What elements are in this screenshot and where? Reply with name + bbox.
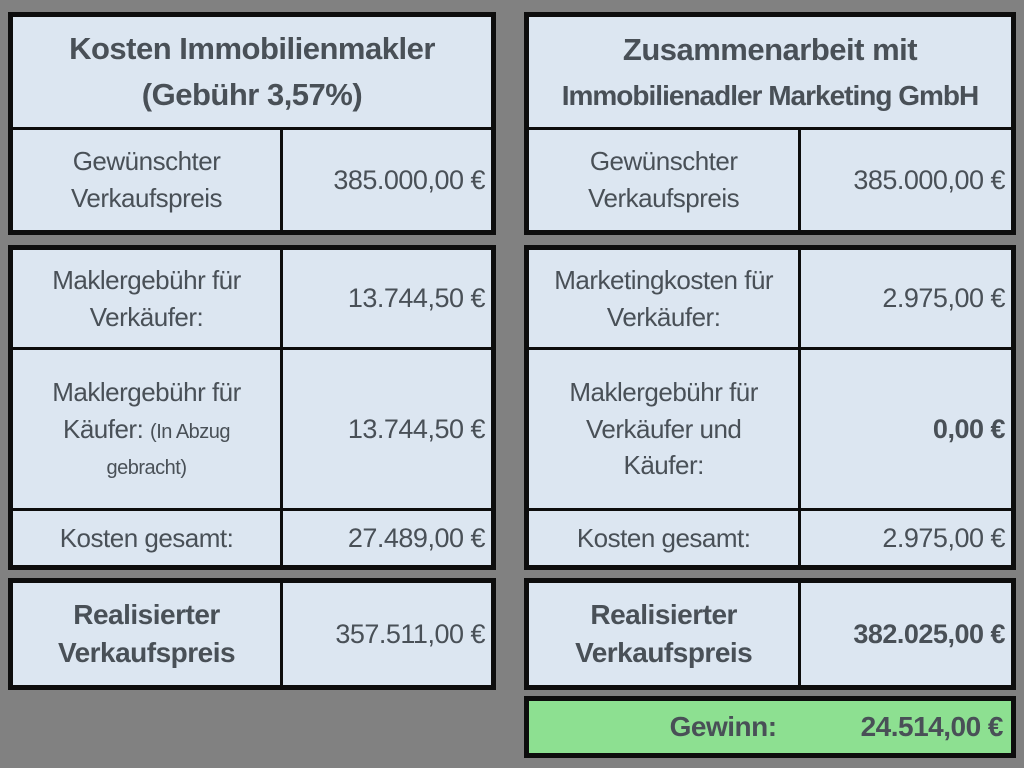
row-value: 385.000,00 € [333,164,485,195]
row-label-main: Maklergebühr für Käufer: [52,376,241,444]
row-value: 0,00 € [932,413,1006,444]
cost-table-broker: Kosten Immobilienmakler (Gebühr 3,57%) G… [8,0,496,768]
row-value: 2.975,00 € [882,522,1005,553]
profit-row: Gewinn: 24.514,00 € [524,696,1016,758]
profit-value: 24.514,00 € [860,711,1004,742]
broker-title-line2: (Gebühr 3,57%) [141,77,363,112]
marketing-title-line1: Zusammenarbeit mit [622,32,918,68]
row-label: Kosten gesamt: [13,511,284,565]
row-value: 13.744,50 € [347,283,486,313]
row-label: Marketingkosten für Verkäufer: [529,250,802,347]
profit-label: Gewinn: [669,711,777,742]
row-label: Realisierter Verkaufspreis [529,583,802,685]
row-value: 13.744,50 € [347,413,486,444]
broker-costs-block: Maklergebühr für Verkäufer: 13.744,50 € … [8,245,496,570]
table-row-total-costs: Kosten gesamt: 2.975,00 € [529,508,1011,565]
table-row-marketing-costs: Marketingkosten für Verkäufer: 2.975,00 … [529,250,1011,347]
marketing-costs-block: Marketingkosten für Verkäufer: 2.975,00 … [524,245,1016,570]
marketing-header-block: Zusammenarbeit mit Immobilienadler Marke… [524,12,1016,235]
row-label: Kosten gesamt: [529,511,802,565]
row-label: Maklergebühr für Käufer: (In Abzug gebra… [13,350,284,508]
table-row-seller-fee: Maklergebühr für Verkäufer: 13.744,50 € [13,250,491,347]
table-row-desired-price: Gewünschter Verkaufspreis 385.000,00 € [13,127,491,230]
broker-title-line1: Kosten Immobilienmakler [69,31,435,66]
row-value: 357.511,00 € [335,618,485,649]
broker-table-title: Kosten Immobilienmakler (Gebühr 3,57%) [13,17,491,127]
row-value: 2.975,00 € [882,283,1005,313]
cost-table-marketing: Zusammenarbeit mit Immobilienadler Marke… [524,0,1016,768]
broker-result-block: Realisierter Verkaufspreis 357.511,00 € [8,578,496,690]
table-row-desired-price: Gewünschter Verkaufspreis 385.000,00 € [529,127,1011,230]
broker-header-block: Kosten Immobilienmakler (Gebühr 3,57%) G… [8,12,496,235]
table-row-total-costs: Kosten gesamt: 27.489,00 € [13,508,491,565]
marketing-table-title: Zusammenarbeit mit Immobilienadler Marke… [529,17,1011,127]
table-row-buyer-fee: Maklergebühr für Käufer: (In Abzug gebra… [13,347,491,508]
marketing-result-block: Realisierter Verkaufspreis 382.025,00 € [524,578,1016,690]
row-value: 382.025,00 € [853,618,1005,649]
table-row-broker-fee: Maklergebühr für Verkäufer und Käufer: 0… [529,347,1011,508]
table-row-realized-price: Realisierter Verkaufspreis 382.025,00 € [529,583,1011,685]
row-label: Gewünschter Verkaufspreis [13,130,284,230]
row-label: Realisierter Verkaufspreis [13,583,284,685]
row-label: Maklergebühr für Verkäufer und Käufer: [529,350,802,508]
table-row-realized-price: Realisierter Verkaufspreis 357.511,00 € [13,583,491,685]
row-value: 385.000,00 € [853,164,1005,195]
row-label-note: (In Abzug gebracht) [106,420,231,480]
marketing-title-line2: Immobilienadler Marketing GmbH [561,79,980,111]
row-value: 27.489,00 € [347,522,486,553]
row-label: Maklergebühr für Verkäufer: [13,250,284,347]
row-label: Gewünschter Verkaufspreis [529,130,802,230]
